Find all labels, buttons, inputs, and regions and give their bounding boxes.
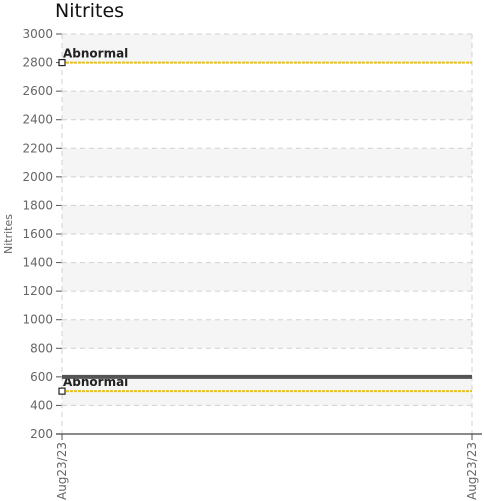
- y-tick-label: 200: [30, 427, 53, 441]
- y-tick-label: 1400: [22, 256, 53, 270]
- y-tick-label: 2400: [22, 113, 53, 127]
- y-tick-label: 1000: [22, 313, 53, 327]
- grid-band: [62, 91, 472, 120]
- threshold-marker: [58, 58, 66, 67]
- y-tick-label: 400: [30, 398, 53, 412]
- grid-band: [62, 148, 472, 177]
- grid-band: [62, 319, 472, 349]
- y-tick-label: 2000: [22, 170, 53, 184]
- x-tick-label: Aug23/23: [55, 442, 69, 500]
- grid-band: [62, 205, 472, 234]
- y-tick-label: 2200: [22, 141, 53, 155]
- threshold-label: Abnormal: [63, 47, 128, 61]
- grid-band: [62, 262, 472, 292]
- y-tick-label: 2600: [22, 84, 53, 98]
- grid-band: [62, 34, 472, 63]
- x-tick-label: Aug23/23: [465, 442, 479, 500]
- y-tick-label: 600: [30, 370, 53, 384]
- threshold-marker: [58, 387, 66, 395]
- y-tick-label: 2800: [22, 56, 53, 70]
- y-tick-label: 3000: [22, 27, 53, 41]
- y-axis-label: Nitrites: [2, 214, 15, 254]
- y-tick-label: 800: [30, 341, 53, 355]
- y-tick-label: 1600: [22, 227, 53, 241]
- y-tick-label: 1800: [22, 198, 53, 212]
- y-tick-label: 1200: [22, 284, 53, 298]
- chart-title: Nitrites: [55, 0, 125, 22]
